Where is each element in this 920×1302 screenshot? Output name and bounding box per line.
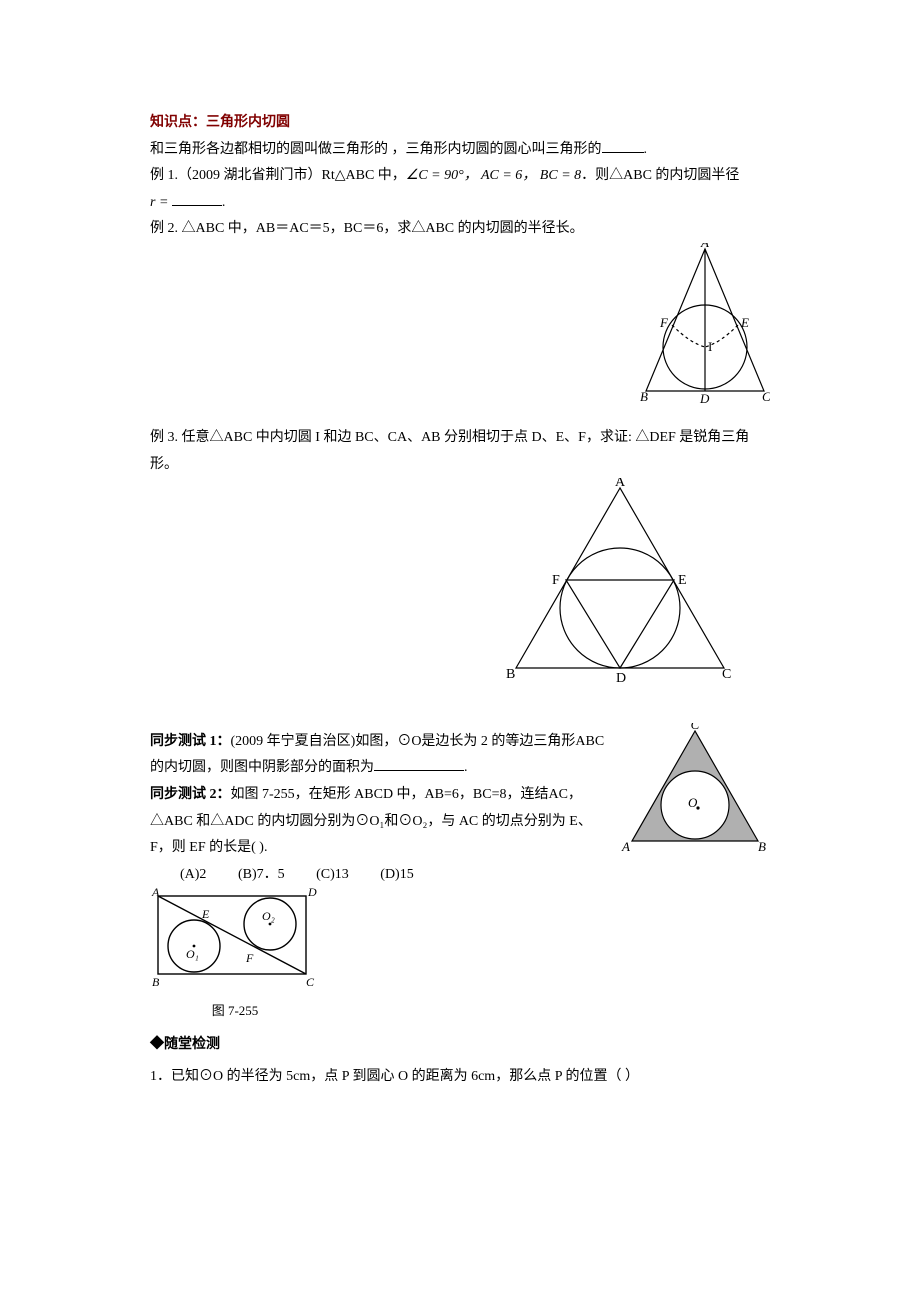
ex3-lbl-F: F bbox=[552, 573, 560, 588]
rf-D: D bbox=[307, 888, 317, 899]
rf-B: B bbox=[152, 975, 160, 988]
rf-E: E bbox=[201, 907, 210, 921]
blank-4[interactable] bbox=[374, 756, 464, 771]
sync1-lbl-B: B bbox=[758, 839, 766, 853]
sync1-lbl-C: C bbox=[691, 723, 700, 732]
ex2-lbl-I: I bbox=[708, 339, 712, 354]
rf-O2: O₂ bbox=[262, 909, 275, 923]
opt-D[interactable]: (D)15 bbox=[380, 867, 413, 882]
opt-B[interactable]: (B)7．5 bbox=[238, 867, 285, 882]
ex1-tail-a: ．则△ABC 的内切圆半径 bbox=[581, 168, 739, 183]
ex2-lbl-A: A bbox=[700, 243, 709, 250]
kp-intro: 和三角形各边都相切的圆叫做三角形的 ，三角形内切圆的圆心叫三角形的. bbox=[150, 137, 770, 164]
kp-intro-a: 和三角形各边都相切的圆叫做三角形的 bbox=[150, 142, 388, 157]
ex1-label: 例 1.（2009 湖北省荆门市）Rt△ABC 中， bbox=[150, 168, 406, 183]
opt-A[interactable]: (A)2 bbox=[180, 867, 206, 882]
ex3-lbl-D: D bbox=[616, 671, 626, 686]
example-2: 例 2. △ABC 中，AB＝AC＝5，BC＝6，求△ABC 的内切圆的半径长。 bbox=[150, 216, 770, 243]
rf-O1: O₁ bbox=[186, 947, 199, 961]
rf-A: A bbox=[151, 888, 160, 899]
blank-2[interactable] bbox=[602, 138, 644, 153]
sync1-label: 同步测试 1： bbox=[150, 734, 231, 749]
kp-intro-c: . bbox=[644, 142, 648, 157]
kp-heading-title: 三角形内切圆 bbox=[206, 115, 290, 130]
ex3-lbl-B: B bbox=[506, 667, 515, 682]
ex2-lbl-D: D bbox=[699, 391, 710, 403]
ex3-lbl-A: A bbox=[615, 478, 626, 490]
kp-heading: 知识点：三角形内切圆 bbox=[150, 110, 770, 137]
sync2-options: (A)2 (B)7．5 (C)13 (D)15 bbox=[150, 862, 770, 889]
kp-intro-b: ，三角形内切圆的圆心叫三角形的 bbox=[388, 142, 602, 157]
ex1-tail-b: . bbox=[222, 195, 226, 210]
ex1-math: ∠C = 90°， AC = 6， BC = 8 bbox=[406, 168, 581, 183]
rf-C: C bbox=[306, 975, 315, 988]
suitang-q1: 1．已知⊙O 的半径为 5cm，点 P 到圆心 O 的距离为 6cm，那么点 P… bbox=[150, 1064, 770, 1091]
ex2-lbl-B: B bbox=[640, 389, 648, 403]
sync2-label: 同步测试 2： bbox=[150, 787, 231, 802]
sync1-lbl-A: A bbox=[621, 839, 630, 853]
blank-3[interactable] bbox=[172, 191, 222, 206]
ex2-figure: A B C D E F I bbox=[640, 243, 770, 403]
suitang-heading: ◆随堂检测 bbox=[150, 1032, 770, 1059]
example-1: 例 1.（2009 湖北省荆门市）Rt△ABC 中，∠C = 90°， AC =… bbox=[150, 163, 770, 190]
ex1-r: r = bbox=[150, 195, 168, 210]
example-3: 例 3. 任意△ABC 中内切圆 I 和边 BC、CA、AB 分别相切于点 D、… bbox=[150, 425, 770, 478]
ex2-lbl-E: E bbox=[740, 315, 749, 330]
ex3-lbl-C: C bbox=[722, 667, 731, 682]
ex2-lbl-F: F bbox=[659, 315, 669, 330]
sync2-figure: A B C D E F O₁ O₂ bbox=[150, 888, 320, 988]
sync2-caption: 图 7-255 bbox=[150, 999, 320, 1024]
sync1-lbl-O: O bbox=[688, 795, 698, 810]
example-1-line2: r = . bbox=[150, 190, 770, 217]
ex2-lbl-C: C bbox=[762, 389, 770, 403]
kp-heading-prefix: 知识点： bbox=[150, 115, 206, 130]
rf-F: F bbox=[245, 951, 254, 965]
ex3-lbl-E: E bbox=[678, 573, 687, 588]
opt-C[interactable]: (C)13 bbox=[316, 867, 349, 882]
ex3-figure: A B C D E F bbox=[500, 478, 740, 688]
sync1-text-b: . bbox=[464, 760, 468, 775]
sync1-figure: O A B C bbox=[620, 723, 770, 853]
